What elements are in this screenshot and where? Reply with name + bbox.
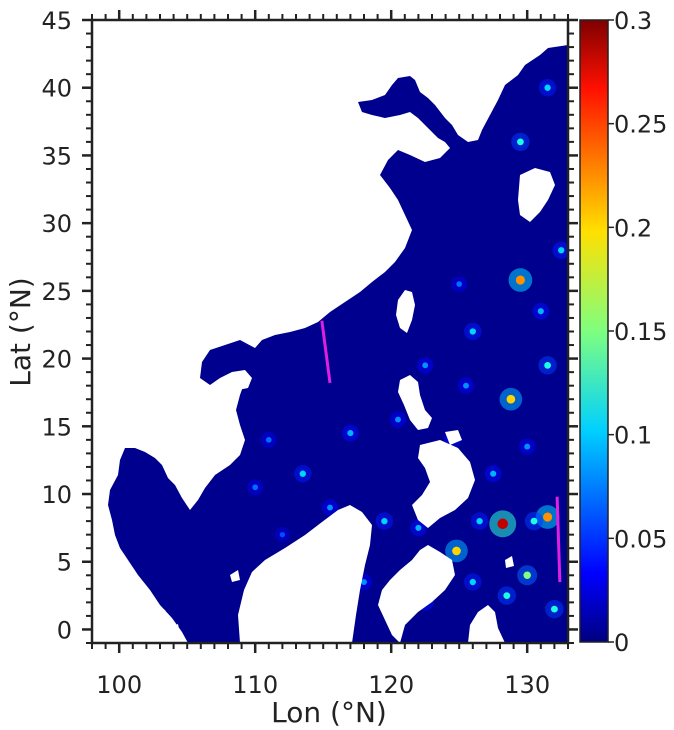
x-tick-label: 120 bbox=[368, 671, 414, 699]
land-korea-japan bbox=[518, 168, 555, 222]
hotspot bbox=[537, 308, 544, 315]
y-tick-label: 20 bbox=[41, 346, 72, 374]
hotspot bbox=[327, 504, 333, 511]
hotspot bbox=[452, 546, 461, 556]
land-mainland-asia bbox=[92, 20, 568, 643]
land-sumatra bbox=[92, 520, 178, 643]
y-tick-label: 45 bbox=[41, 7, 72, 35]
colorbar-tick-label: 0.1 bbox=[614, 422, 652, 450]
hotspot bbox=[551, 605, 558, 613]
hotspot bbox=[558, 247, 565, 254]
track-east bbox=[555, 496, 562, 583]
hotspot bbox=[469, 328, 476, 335]
hotspot bbox=[490, 470, 497, 477]
colorbar-tick-label: 0.3 bbox=[614, 7, 652, 35]
hotspot bbox=[347, 430, 354, 437]
y-tick-label: 0 bbox=[57, 616, 72, 644]
x-axis-label: Lon (°N) bbox=[271, 696, 387, 729]
hotspot bbox=[299, 470, 306, 477]
x-tick-label: 110 bbox=[232, 671, 278, 699]
axes-layer: 100 110 120 130 0 5 10 15 20 25 30 35 40 45 bbox=[41, 7, 578, 699]
hotspot bbox=[523, 571, 531, 580]
hotspot bbox=[530, 517, 538, 525]
colorbar-ticks: 0 0.05 0.1 0.15 0.2 0.25 0.3 bbox=[608, 7, 667, 657]
y-tick-label: 30 bbox=[41, 210, 72, 238]
land-sulawesi bbox=[378, 545, 455, 643]
land-luzon bbox=[398, 375, 432, 430]
hotspot bbox=[476, 517, 483, 525]
y-tick-label: 35 bbox=[41, 142, 72, 170]
hotspot bbox=[415, 524, 422, 531]
track-north bbox=[320, 320, 332, 384]
y-tick-label: 10 bbox=[41, 481, 72, 509]
land-hainan bbox=[232, 370, 252, 390]
y-tick-label: 25 bbox=[41, 278, 72, 306]
colorbar-tick-label: 0 bbox=[614, 629, 629, 657]
land-mindanao bbox=[412, 440, 475, 528]
y-tick-label: 15 bbox=[41, 413, 72, 441]
hotspot bbox=[469, 578, 476, 586]
y-axis-label: Lat (°N) bbox=[4, 277, 37, 386]
colorbar-tick-label: 0.25 bbox=[614, 111, 667, 139]
hotspot bbox=[517, 138, 524, 146]
hotspot bbox=[252, 484, 259, 491]
hotspot bbox=[503, 592, 511, 599]
x-tick-label: 130 bbox=[504, 671, 550, 699]
colorbar-tick-label: 0.15 bbox=[614, 318, 667, 346]
colorbar-tick-label: 0.05 bbox=[614, 525, 667, 553]
x-tick-label: 100 bbox=[96, 671, 142, 699]
colorbar-tick-label: 0.2 bbox=[614, 214, 652, 242]
hotspot bbox=[361, 579, 367, 585]
hotspot bbox=[395, 416, 401, 423]
colorbar bbox=[579, 19, 609, 643]
hotspot bbox=[265, 437, 272, 443]
hotspot bbox=[506, 394, 516, 404]
hotspot bbox=[497, 518, 508, 530]
land-borneo bbox=[238, 505, 372, 643]
land-visayas bbox=[432, 430, 462, 485]
land-taiwan bbox=[396, 290, 415, 333]
hotspot bbox=[515, 275, 525, 285]
hotspot bbox=[544, 361, 551, 369]
land-layer bbox=[92, 20, 568, 643]
land-moluccas bbox=[468, 605, 505, 643]
hotspot bbox=[543, 512, 553, 522]
y-tick-label: 5 bbox=[57, 549, 72, 577]
hotspot bbox=[524, 443, 531, 450]
hotspot bbox=[279, 531, 286, 538]
hotspot bbox=[381, 517, 388, 525]
hotspot bbox=[456, 281, 463, 287]
hotspot bbox=[463, 382, 469, 389]
hotspot bbox=[544, 84, 551, 91]
y-tick-label: 40 bbox=[41, 75, 72, 103]
hotspot bbox=[422, 362, 429, 369]
track-layer bbox=[320, 320, 562, 583]
plot-area bbox=[92, 20, 568, 643]
